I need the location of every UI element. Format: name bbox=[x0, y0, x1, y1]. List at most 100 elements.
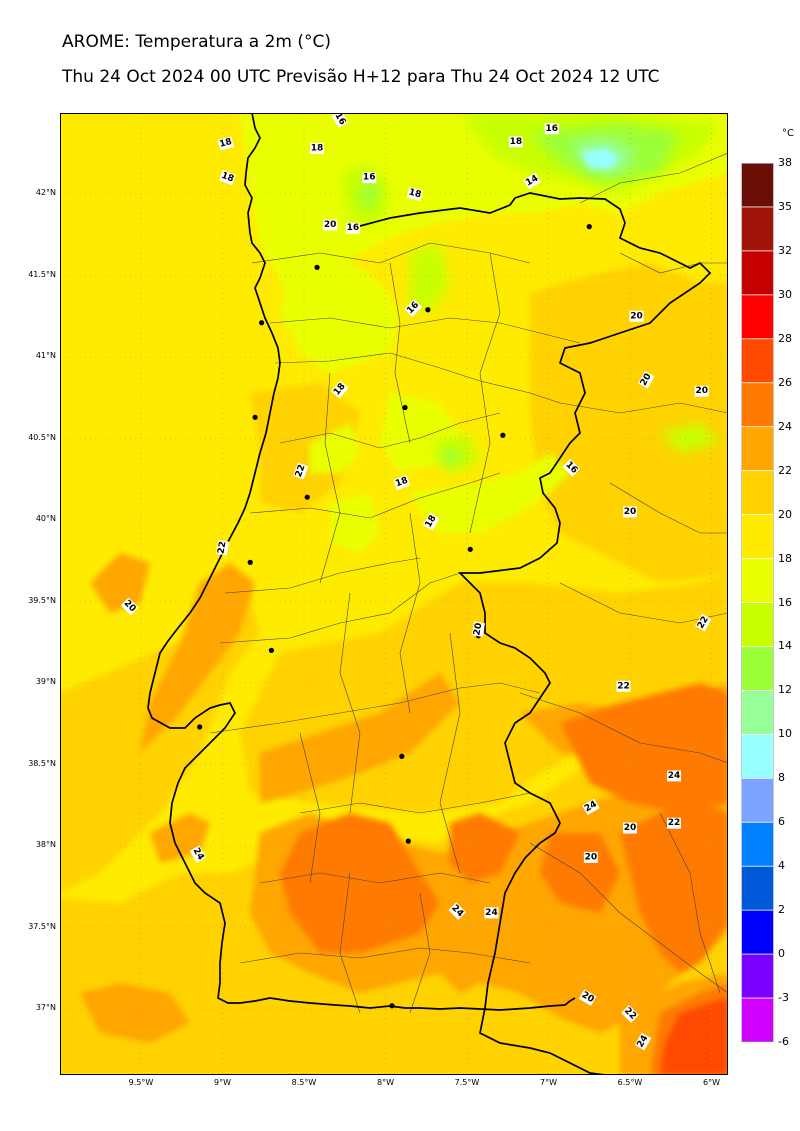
colorbar-level-label: -3 bbox=[778, 991, 789, 1005]
latitude-tick-label: 39°N bbox=[35, 677, 56, 686]
colorbar-level-label: 20 bbox=[778, 507, 792, 521]
contour-label-bg bbox=[331, 113, 349, 128]
contour-label: 16 bbox=[544, 123, 559, 135]
contour-label-bg bbox=[310, 142, 325, 154]
colorbar-swatch bbox=[741, 646, 774, 692]
field-8-10 bbox=[580, 148, 620, 169]
contour-label: 24 bbox=[189, 845, 207, 863]
contour-label-text: 18 bbox=[218, 137, 233, 150]
colorbar-swatch bbox=[741, 953, 774, 999]
contour-label-bg bbox=[218, 170, 236, 186]
contour-label: 20 bbox=[629, 310, 644, 322]
contour-label: 18 bbox=[406, 186, 424, 202]
colorbar-swatch bbox=[741, 206, 774, 252]
contour-label: 18 bbox=[393, 474, 411, 491]
contour-label-text: 20 bbox=[695, 386, 708, 396]
longitude-tick-label: 8.5°W bbox=[291, 1078, 317, 1087]
contour-label: 18 bbox=[218, 170, 236, 186]
colorbar bbox=[741, 163, 774, 1042]
contour-label-text: 18 bbox=[311, 143, 324, 153]
colorbar-level-label: 14 bbox=[778, 639, 792, 653]
colorbar-level-label: 0 bbox=[778, 947, 785, 961]
colorbar-swatch bbox=[741, 558, 774, 604]
colorbar-level-label: 38 bbox=[778, 156, 792, 169]
contour-label: 20 bbox=[694, 385, 709, 397]
city-dot bbox=[425, 307, 431, 313]
colorbar-level-label: -6 bbox=[778, 1035, 789, 1048]
contour-label-bg bbox=[583, 851, 598, 863]
contour-label: 20 bbox=[623, 822, 637, 834]
colorbar-level-label: 18 bbox=[778, 551, 792, 565]
colorbar-level-label: 10 bbox=[778, 727, 792, 741]
contour-label: 14 bbox=[523, 172, 542, 190]
contour-label-text: 22 bbox=[294, 464, 308, 479]
latitude-tick-label: 41°N bbox=[35, 351, 56, 360]
contour-label-bg bbox=[345, 222, 360, 234]
latitude-tick-label: 37°N bbox=[35, 1003, 56, 1012]
city-dot bbox=[389, 1003, 395, 1009]
contour-label-bg bbox=[623, 506, 637, 518]
colorbar-border bbox=[741, 163, 774, 1042]
field-24-26 bbox=[280, 683, 728, 1075]
contour-label-bg bbox=[404, 299, 423, 317]
longitude-tick-label: 9.5°W bbox=[128, 1078, 154, 1087]
contour-label-text: 24 bbox=[668, 771, 681, 781]
contour-label-bg bbox=[634, 1032, 652, 1051]
longitude-tick-label: 7.5°W bbox=[454, 1078, 480, 1087]
contour-label-bg bbox=[695, 613, 712, 632]
colorbar-level-label: 26 bbox=[778, 375, 792, 389]
contour-label: 20 bbox=[471, 621, 486, 638]
contour-label-text: 20 bbox=[472, 622, 484, 636]
latitude-tick-label: 38°N bbox=[35, 840, 56, 849]
contour-label: 20 bbox=[623, 506, 637, 518]
colorbar-swatch bbox=[741, 514, 774, 560]
contour-label: 20 bbox=[638, 371, 655, 389]
contour-label: 22 bbox=[616, 680, 631, 692]
contour-label: 16 bbox=[331, 113, 349, 128]
colorbar-swatch bbox=[741, 470, 774, 516]
colorbar-swatch bbox=[741, 997, 774, 1042]
colorbar-level-label: 30 bbox=[778, 287, 792, 301]
contour-label-bg bbox=[323, 219, 338, 231]
contour-label: 18 bbox=[508, 136, 523, 148]
colorbar-swatch bbox=[741, 382, 774, 428]
latitude-tick-label: 41.5°N bbox=[28, 269, 56, 279]
city-dot bbox=[405, 838, 411, 844]
colorbar-swatch bbox=[741, 294, 774, 340]
map-title: AROME: Temperatura a 2m (°C) bbox=[62, 32, 332, 52]
contour-label-text: 18 bbox=[510, 137, 523, 147]
latitude-tick-label: 37.5°N bbox=[28, 921, 56, 931]
contour-label-text: 22 bbox=[617, 681, 630, 691]
contour-label: 24 bbox=[634, 1032, 652, 1051]
contour-label-text: 18 bbox=[220, 171, 235, 185]
graticule bbox=[60, 113, 728, 1075]
contour-label-bg bbox=[448, 902, 467, 921]
colorbar-swatch bbox=[741, 865, 774, 912]
colorbar-level-label: 8 bbox=[778, 771, 785, 785]
colorbar-level-label: 12 bbox=[778, 683, 792, 697]
contour-label-bg bbox=[189, 845, 207, 863]
map-subtitle: Thu 24 Oct 2024 00 UTC Previsão H+12 par… bbox=[62, 67, 660, 87]
city-dot bbox=[467, 546, 473, 552]
longitude-tick-label: 6°W bbox=[703, 1078, 720, 1087]
city-dot bbox=[197, 724, 203, 730]
city-dot bbox=[500, 432, 506, 438]
latitude-tick-label: 39.5°N bbox=[28, 595, 56, 605]
contour-label: 20 bbox=[583, 851, 598, 863]
latitude-tick-label: 42°N bbox=[35, 188, 56, 197]
colorbar-level-label: 35 bbox=[778, 199, 792, 213]
contour-label-text: 16 bbox=[545, 124, 558, 134]
contour-label-text: 20 bbox=[630, 311, 643, 321]
contour-label: 18 bbox=[422, 512, 440, 531]
latitude-tick-label: 38.5°N bbox=[28, 758, 56, 768]
colorbar-swatch bbox=[741, 777, 774, 824]
contour-label-bg bbox=[217, 136, 234, 151]
longitude-tick-label: 8°W bbox=[377, 1078, 394, 1087]
city-dot bbox=[252, 414, 258, 420]
contour-label-bg bbox=[393, 474, 411, 491]
colorbar-level-label: 28 bbox=[778, 331, 792, 345]
city-dot bbox=[314, 264, 320, 270]
contour-label-bg bbox=[578, 989, 597, 1006]
contour-label-bg bbox=[667, 817, 682, 829]
colorbar-level-label: 22 bbox=[778, 463, 792, 477]
